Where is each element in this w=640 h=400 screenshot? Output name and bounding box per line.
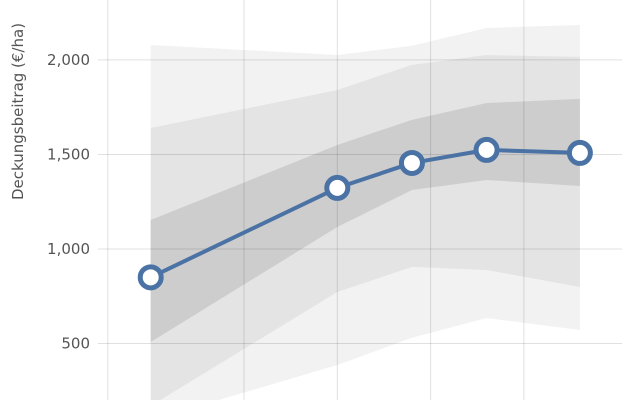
band-2 <box>150 98 580 342</box>
data-point <box>324 174 351 201</box>
data-point <box>398 149 425 176</box>
y-axis-label: Deckungsbeitrag (€/ha) <box>9 23 27 200</box>
y-tick-label: 1,500 <box>47 145 90 163</box>
data-point <box>137 264 164 291</box>
data-point <box>566 139 593 166</box>
uncertainty-bands <box>150 24 580 400</box>
data-point <box>473 136 500 163</box>
gridlines <box>98 0 622 400</box>
y-tick-label: 1,000 <box>47 240 90 258</box>
series <box>137 136 593 291</box>
y-tick-label: 500 <box>61 334 90 352</box>
y-tick-label: 2,000 <box>47 51 90 69</box>
y-axis-ticks: 500 1,000 1,500 2,000 <box>47 51 90 353</box>
